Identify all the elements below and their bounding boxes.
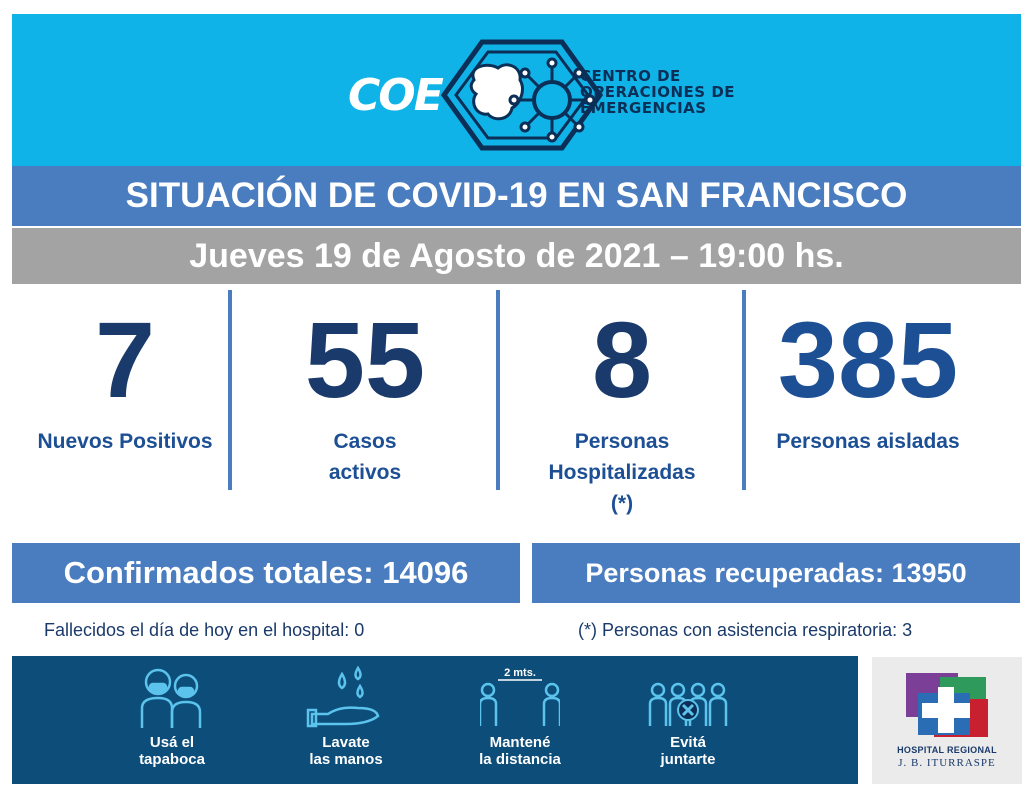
stat-label-line: Nuevos Positivos: [37, 430, 213, 453]
stat-divider: [496, 290, 500, 490]
hospital-cross-icon: [906, 673, 988, 737]
tip-label-line: juntarte: [660, 751, 716, 768]
mask-people-icon: [140, 668, 202, 728]
tip-wash-hands: Lavate las manos: [276, 656, 416, 784]
stat-label-line: Personas aisladas: [776, 430, 960, 453]
no-gathering-icon: [648, 682, 728, 726]
tip-label-line: las manos: [309, 751, 383, 768]
tip-no-gathering: Evitá juntarte: [618, 656, 758, 784]
distance-label: 2 mts.: [504, 667, 536, 679]
stat-label-line: activos: [328, 461, 402, 484]
stat-label: Personas aisladas: [748, 426, 988, 457]
respiratory-note: (*) Personas con asistencia respiratoria…: [578, 620, 913, 640]
stat-label: Nuevos Positivos: [22, 426, 228, 457]
tip-label-line: Usá el: [149, 734, 195, 751]
coe-text-line3: EMERGENCIAS: [580, 99, 707, 117]
stat-label-line: Personas: [574, 430, 670, 453]
header-banner: COE CENTRO DE OPERACIONES DE EMERGENCIAS: [12, 14, 1021, 166]
tip-label-line: tapaboca: [139, 751, 205, 768]
stat-value: 7: [94, 299, 156, 420]
tip-label: Usá el tapaboca: [102, 734, 242, 768]
tip-label-line: la distancia: [479, 751, 561, 768]
stat-active-cases: 55 Casos activos: [234, 300, 496, 520]
hand-washing-icon: [306, 665, 380, 728]
stat-divider: [228, 290, 232, 490]
stat-value: 55: [304, 299, 426, 420]
stat-new-positives: 7 Nuevos Positivos: [22, 300, 228, 520]
stat-divider: [742, 290, 746, 490]
hospital-logo: HOSPITAL REGIONAL J. B. ITURRASPE: [872, 657, 1022, 784]
confirmed-total: Confirmados totales: 14096: [12, 543, 520, 603]
hospital-name-line2: J. B. ITURRASPE: [898, 757, 996, 769]
coe-logo: COE CENTRO DE OPERACIONES DE EMERGENCIAS: [332, 14, 772, 166]
stat-label-line: Hospitalizadas: [548, 461, 696, 484]
social-distance-icon: 2 mts.: [480, 667, 560, 726]
tip-distance: 2 mts. Mantené la distancia: [450, 656, 590, 784]
tip-mask: Usá el tapaboca: [102, 656, 242, 784]
page-title: SITUACIÓN DE COVID-19 EN SAN FRANCISCO: [12, 166, 1021, 226]
stat-value: 8: [591, 299, 653, 420]
stat-label: Personas Hospitalizadas (*): [502, 426, 742, 519]
tip-label-line: Lavate: [322, 734, 370, 751]
coe-logo-word: COE: [348, 70, 444, 121]
tip-label: Evitá juntarte: [618, 734, 758, 768]
tip-label-line: Evitá: [670, 734, 706, 751]
stat-hospitalized: 8 Personas Hospitalizadas (*): [502, 300, 742, 520]
coe-logo-text: CENTRO DE OPERACIONES DE EMERGENCIAS: [580, 68, 780, 116]
hospital-name-line1: HOSPITAL REGIONAL: [897, 745, 997, 755]
tip-label-line: Mantené: [489, 734, 551, 751]
stat-value: 385: [777, 299, 959, 420]
coe-text-line2: OPERACIONES DE: [580, 83, 736, 101]
stat-label: Casos activos: [234, 426, 496, 488]
tip-label: Mantené la distancia: [450, 734, 590, 768]
tip-label: Lavate las manos: [276, 734, 416, 768]
prevention-tips-bar: Usá el tapaboca Lavate las manos 2: [12, 656, 858, 784]
stat-label-line: Casos: [333, 430, 397, 453]
coe-text-line1: CENTRO DE: [580, 67, 681, 85]
stat-isolated: 385 Personas aisladas: [748, 300, 988, 520]
stat-label-line: (*): [610, 492, 634, 515]
virus-hexagon-icon: [440, 39, 604, 151]
recovered-total: Personas recuperadas: 13950: [532, 543, 1020, 603]
report-date: Jueves 19 de Agosto de 2021 – 19:00 hs.: [12, 228, 1021, 284]
deceased-note: Fallecidos el día de hoy en el hospital:…: [44, 620, 365, 640]
